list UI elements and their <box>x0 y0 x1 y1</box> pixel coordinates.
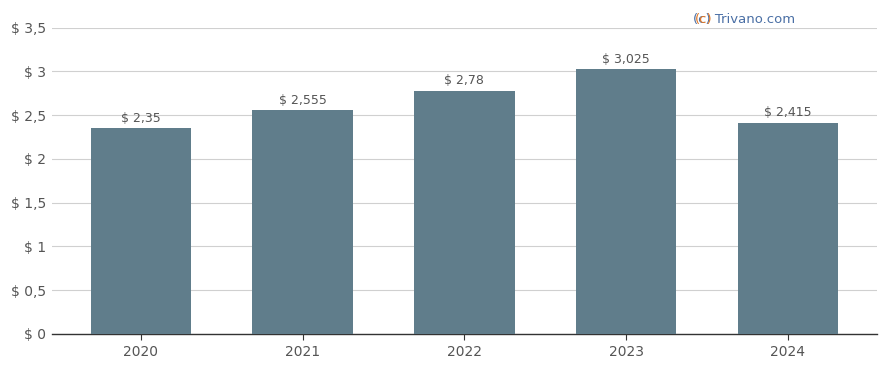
Text: (c) Trivano.com: (c) Trivano.com <box>693 13 795 26</box>
Text: $ 2,555: $ 2,555 <box>279 94 327 107</box>
Text: $ 3,025: $ 3,025 <box>602 53 650 66</box>
Text: $ 2,35: $ 2,35 <box>121 112 161 125</box>
Text: $ 2,415: $ 2,415 <box>764 106 812 119</box>
Bar <box>252 110 353 334</box>
Bar <box>738 122 838 334</box>
Text: $ 2,78: $ 2,78 <box>445 74 484 87</box>
Text: (c): (c) <box>694 13 712 26</box>
Bar <box>576 69 677 334</box>
Bar <box>415 91 514 334</box>
Bar <box>91 128 191 334</box>
